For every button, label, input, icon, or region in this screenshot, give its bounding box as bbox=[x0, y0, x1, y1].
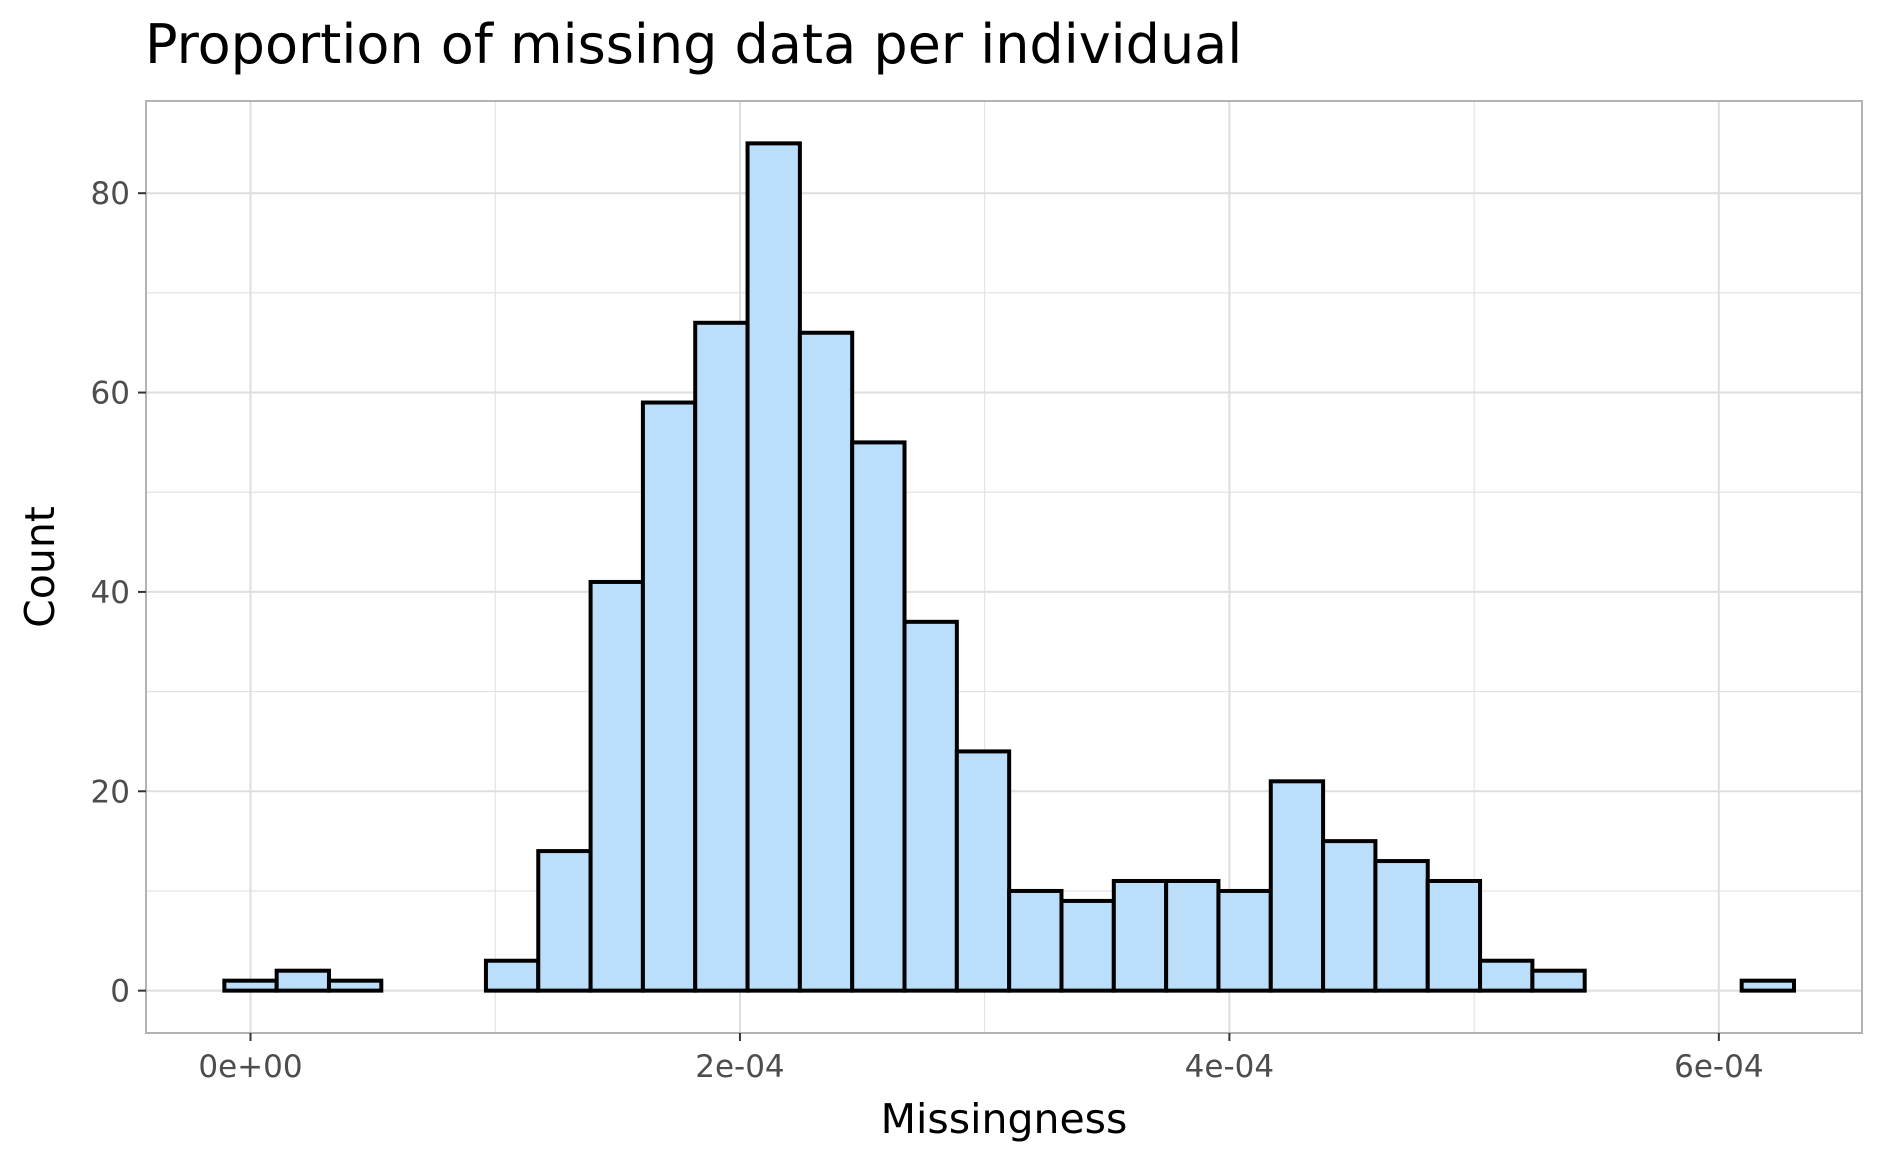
x-axis-label: Missingness bbox=[881, 1095, 1128, 1143]
histogram-bar bbox=[640, 400, 698, 993]
histogram-bar bbox=[1739, 978, 1796, 993]
y-tick-label: 40 bbox=[91, 575, 130, 611]
histogram-bar bbox=[1478, 958, 1535, 993]
histogram-bar bbox=[1164, 878, 1221, 993]
y-tick-label: 80 bbox=[91, 176, 130, 212]
histogram-bar bbox=[1530, 968, 1587, 993]
histogram-bar bbox=[797, 330, 855, 993]
panel-border bbox=[145, 100, 1863, 1034]
histogram-bar bbox=[1007, 888, 1064, 993]
histogram-bars bbox=[222, 141, 1796, 993]
histogram-bar bbox=[588, 579, 645, 993]
x-tick-label: 6e-04 bbox=[1674, 1049, 1763, 1085]
plot-panel bbox=[145, 100, 1863, 1034]
histogram-bar bbox=[954, 749, 1012, 993]
histogram-bar bbox=[483, 958, 541, 993]
x-tick-label: 0e+00 bbox=[198, 1049, 302, 1085]
x-axis-ticks: 0e+00 2e-04 4e-04 6e-04 bbox=[198, 1033, 1764, 1085]
y-tick-label: 0 bbox=[110, 974, 130, 1010]
histogram-bar bbox=[1111, 878, 1169, 993]
y-tick-label: 20 bbox=[91, 774, 130, 810]
histogram-bar bbox=[274, 968, 331, 993]
histogram-bar bbox=[1321, 839, 1378, 993]
histogram-bar bbox=[745, 141, 802, 993]
minor-grid bbox=[146, 101, 1862, 1033]
histogram-bar bbox=[1425, 878, 1483, 993]
histogram-bar bbox=[693, 320, 750, 993]
histogram-bar bbox=[1373, 859, 1430, 993]
y-axis-label: Count bbox=[16, 506, 64, 628]
x-tick-label: 4e-04 bbox=[1185, 1049, 1274, 1085]
histogram-bar bbox=[1059, 898, 1116, 993]
histogram-bar bbox=[902, 619, 959, 993]
y-tick-label: 60 bbox=[91, 376, 130, 412]
histogram-bar bbox=[1268, 779, 1326, 993]
histogram-bar bbox=[1216, 888, 1273, 993]
histogram-bar bbox=[850, 440, 907, 993]
histogram-bar bbox=[222, 978, 279, 993]
chart-title: Proportion of missing data per individua… bbox=[145, 13, 1242, 76]
y-axis-ticks: 0 20 40 60 80 bbox=[91, 176, 146, 1010]
x-tick-label: 2e-04 bbox=[695, 1049, 784, 1085]
histogram-bar bbox=[536, 849, 593, 993]
histogram-bar bbox=[326, 978, 384, 993]
